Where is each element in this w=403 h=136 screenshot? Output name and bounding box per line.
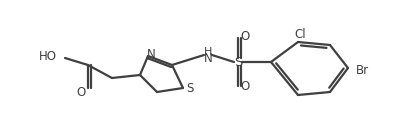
Text: O: O	[77, 86, 85, 98]
Text: S: S	[234, 55, 242, 69]
Text: N: N	[204, 52, 212, 66]
Text: O: O	[240, 81, 249, 94]
Text: S: S	[186, 83, 194, 95]
Text: H: H	[204, 47, 212, 57]
Text: O: O	[240, 30, 249, 44]
Text: Br: Br	[355, 64, 369, 76]
Text: Cl: Cl	[294, 29, 306, 41]
Text: N: N	[147, 47, 156, 61]
Text: HO: HO	[39, 50, 57, 64]
